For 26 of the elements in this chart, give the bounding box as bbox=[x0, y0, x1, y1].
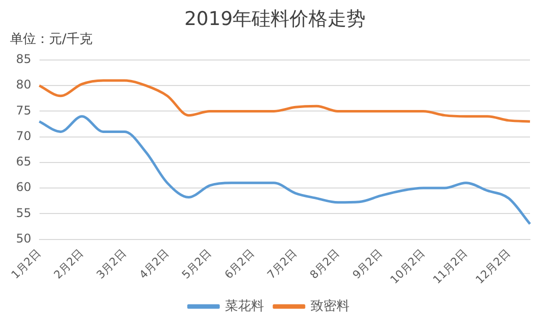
y-tick-label: 70 bbox=[16, 128, 32, 143]
y-tick-label: 65 bbox=[16, 154, 32, 169]
y-tick-label: 80 bbox=[16, 78, 32, 92]
x-tick-label: 7月2日 bbox=[264, 246, 300, 282]
x-tick-label: 3月2日 bbox=[94, 246, 129, 282]
y-tick-label: 85 bbox=[16, 52, 32, 66]
legend-label: 菜花料 bbox=[225, 298, 264, 314]
x-tick-label: 1月2日 bbox=[8, 246, 44, 282]
chart-title: 2019年硅料价格走势 bbox=[183, 7, 367, 32]
y-tick-label: 55 bbox=[16, 206, 32, 220]
y-tick-label: 60 bbox=[16, 180, 32, 194]
x-tick-label: 10月2日 bbox=[388, 246, 428, 286]
x-tick-label: 9月2日 bbox=[350, 246, 385, 282]
y-tick-label: 75 bbox=[16, 103, 32, 118]
legend-label: 致密料 bbox=[310, 298, 350, 314]
x-tick-label: 4月2日 bbox=[136, 246, 172, 282]
line-series bbox=[38, 115, 532, 226]
line-series bbox=[38, 79, 532, 123]
x-tick-label: 5月2日 bbox=[179, 246, 214, 282]
x-tick-label: 6月2日 bbox=[222, 246, 257, 282]
x-tick-label: 8月2日 bbox=[307, 246, 342, 282]
x-tick-label: 11月2日 bbox=[430, 246, 470, 286]
x-tick-label: 2月2日 bbox=[51, 246, 86, 282]
y-axis-title: 单位：元/千克 bbox=[10, 31, 92, 48]
y-tick-label: 50 bbox=[16, 231, 32, 246]
x-tick-label: 12月2日 bbox=[473, 246, 513, 286]
